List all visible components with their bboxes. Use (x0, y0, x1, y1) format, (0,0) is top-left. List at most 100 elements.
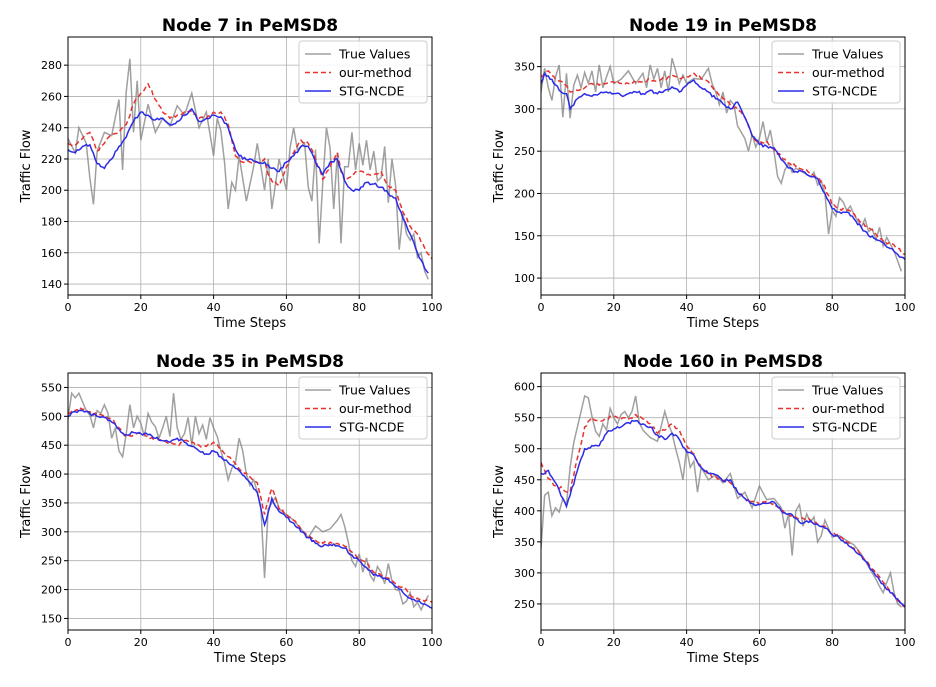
legend-entry: our-method (339, 401, 412, 416)
legend: True Values our-method STG-NCDE (771, 40, 901, 104)
y-axis-label: Traffic Flow (19, 129, 34, 203)
y-tick-label: 500 (514, 443, 535, 456)
y-tick-label: 200 (41, 184, 62, 197)
y-tick-label: 600 (514, 381, 535, 394)
y-tick-label: 220 (41, 153, 62, 166)
x-tick-label: 60 (752, 636, 766, 649)
plot-frame (67, 36, 433, 296)
x-tick-label: 0 (65, 301, 72, 314)
x-tick-label: 20 (134, 636, 148, 649)
y-tick-label: 550 (514, 412, 535, 425)
x-tick-label: 80 (825, 301, 839, 314)
legend-entry: STG-NCDE (812, 84, 877, 99)
series-line-true-values (68, 58, 430, 280)
x-axis-label: Time Steps (686, 316, 760, 331)
series-line-stg-ncde (541, 71, 905, 260)
x-axis-label: Time Steps (213, 316, 287, 331)
plot-frame (540, 372, 906, 631)
y-tick-label: 250 (514, 598, 535, 611)
chart-panel-2: 0 20 40 60 80 100 150 200 250 300 350 400 450 500 550 N… (19, 352, 443, 666)
x-tick-label: 80 (352, 636, 366, 649)
plot-frame (540, 36, 906, 296)
y-tick-label: 350 (514, 61, 535, 74)
legend-entry: our-method (812, 401, 885, 416)
legend-box (298, 376, 428, 440)
legend-box (771, 40, 901, 104)
x-tick-label: 100 (422, 636, 443, 649)
legend: True Values our-method STG-NCDE (771, 376, 901, 440)
chart-title: Node 19 in PeMSD8 (629, 16, 817, 36)
x-tick-label: 100 (895, 636, 916, 649)
y-tick-label: 280 (41, 59, 62, 72)
y-axis-label: Traffic Flow (492, 129, 507, 203)
x-axis-label: Time Steps (686, 651, 760, 666)
x-tick-label: 40 (207, 636, 221, 649)
chart-panel-0: 0 20 40 60 80 100 140 160 180 200 220 240 260 280 Node… (19, 16, 443, 331)
y-tick-label: 350 (41, 497, 62, 510)
x-tick-label: 100 (422, 301, 443, 314)
y-axis-label: Traffic Flow (19, 465, 34, 539)
chart-panel-3: 0 20 40 60 80 100 250 300 350 400 450 500 550 600 Node… (492, 352, 916, 666)
y-tick-label: 250 (41, 555, 62, 568)
x-tick-label: 80 (825, 636, 839, 649)
y-tick-label: 240 (41, 122, 62, 135)
y-tick-label: 300 (514, 567, 535, 580)
chart-title: Node 7 in PeMSD8 (162, 16, 338, 36)
x-tick-label: 20 (607, 636, 621, 649)
x-tick-label: 0 (65, 636, 72, 649)
series-line-stg-ncde (68, 409, 432, 609)
legend-entry: True Values (338, 383, 410, 398)
y-tick-label: 150 (41, 612, 62, 625)
y-tick-label: 100 (514, 272, 535, 285)
series-line-our-method (68, 82, 432, 260)
y-tick-label: 300 (41, 526, 62, 539)
legend-box (771, 376, 901, 440)
x-tick-label: 20 (607, 301, 621, 314)
x-tick-label: 80 (352, 301, 366, 314)
y-tick-label: 200 (41, 584, 62, 597)
x-tick-label: 100 (895, 301, 916, 314)
legend-entry: True Values (811, 47, 883, 62)
y-tick-label: 550 (41, 381, 62, 394)
legend: True Values our-method STG-NCDE (298, 376, 428, 440)
legend-entry: True Values (338, 47, 410, 62)
x-tick-label: 40 (207, 301, 221, 314)
chart-panel-1: 0 20 40 60 80 100 100 150 200 250 300 350 Node 19 in… (492, 16, 916, 331)
x-tick-label: 0 (538, 301, 545, 314)
x-tick-label: 40 (680, 301, 694, 314)
y-tick-label: 450 (514, 474, 535, 487)
legend: True Values our-method STG-NCDE (298, 40, 428, 104)
y-tick-label: 260 (41, 90, 62, 103)
y-tick-label: 150 (514, 230, 535, 243)
legend-entry: True Values (811, 383, 883, 398)
y-tick-label: 500 (41, 410, 62, 423)
chart-title: Node 160 in PeMSD8 (623, 352, 823, 372)
y-tick-label: 160 (41, 247, 62, 260)
plot-frame (67, 372, 433, 631)
legend-entry: our-method (812, 65, 885, 80)
series-line-stg-ncde (541, 419, 905, 608)
y-tick-label: 250 (514, 145, 535, 158)
x-tick-label: 60 (279, 636, 293, 649)
x-tick-label: 40 (680, 636, 694, 649)
x-tick-label: 0 (538, 636, 545, 649)
y-tick-label: 350 (514, 536, 535, 549)
y-tick-label: 300 (514, 103, 535, 116)
series-line-stg-ncde (68, 107, 429, 274)
series-line-our-method (541, 69, 905, 256)
legend-box (298, 40, 428, 104)
y-tick-label: 180 (41, 216, 62, 229)
y-axis-label: Traffic Flow (492, 465, 507, 539)
y-tick-label: 140 (41, 278, 62, 291)
y-tick-label: 450 (41, 439, 62, 452)
x-tick-label: 60 (279, 301, 293, 314)
y-tick-label: 200 (514, 187, 535, 200)
legend-entry: STG-NCDE (339, 420, 404, 435)
legend-entry: STG-NCDE (812, 420, 877, 435)
legend-entry: STG-NCDE (339, 84, 404, 99)
x-tick-label: 60 (752, 301, 766, 314)
x-axis-label: Time Steps (213, 651, 287, 666)
chart-title: Node 35 in PeMSD8 (156, 352, 344, 372)
y-tick-label: 400 (41, 468, 62, 481)
